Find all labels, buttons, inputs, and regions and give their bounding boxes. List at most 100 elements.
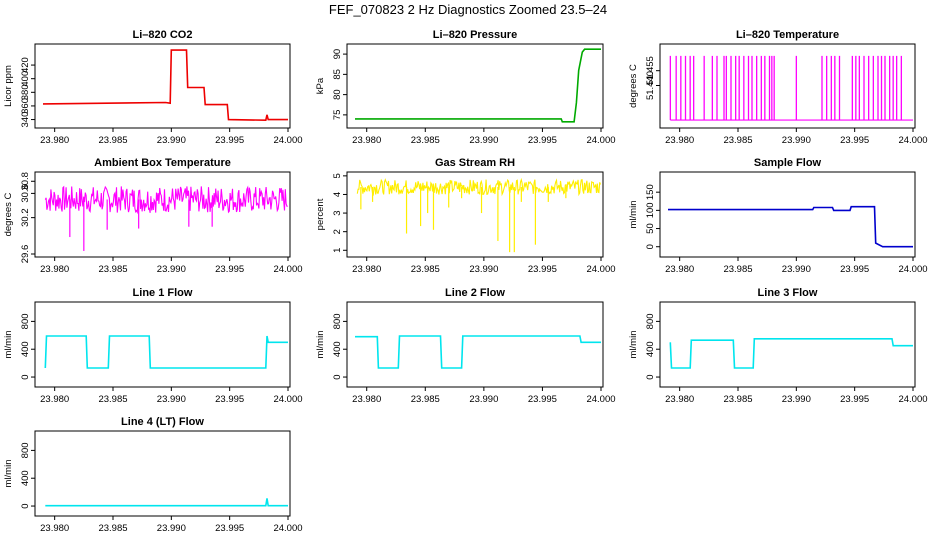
panel-3-xtick-label: 24.000 [898, 135, 927, 146]
panel-1-ytick-label: 380 [20, 84, 31, 100]
panel-5-ytick-label: 1 [332, 248, 343, 253]
panel-1-ytick-label: 400 [20, 71, 31, 87]
panel-10-ytick-label: 400 [20, 470, 31, 486]
panel-8-xtick-label: 23.990 [469, 394, 498, 405]
panel-4-frame [34, 171, 291, 258]
panel-5-xtick-label: 23.995 [528, 264, 557, 275]
panel-3-title: Li–820 Temperature [736, 29, 839, 41]
panel-4-xtick-label: 23.985 [98, 264, 127, 275]
panel-6-ytick-label: 150 [645, 184, 656, 200]
panel-4-xtick-label: 23.990 [157, 264, 186, 275]
figure-title: FEF_070823 2 Hz Diagnostics Zoomed 23.5–… [328, 2, 608, 17]
panel-5-ytick-label: 2 [332, 229, 343, 234]
panel-9-frame [659, 301, 916, 388]
panel-10-ytick-label: 800 [20, 442, 31, 458]
panel-4-xtick-label: 23.995 [215, 264, 244, 275]
panel-2-ytick-label: 85 [332, 69, 343, 80]
panel-9-xtick-label: 23.980 [665, 394, 694, 405]
panel-2-xtick-label: 24.000 [586, 135, 615, 146]
panel-4-ytick-label: 29.6 [20, 245, 31, 264]
panel-7-xtick-label: 23.985 [98, 394, 127, 405]
panel-3-xtick-label: 23.990 [782, 135, 811, 146]
panel-10-xtick-label: 24.000 [273, 523, 302, 534]
panel-9-series-line [669, 338, 913, 369]
panel-8-frame [346, 301, 604, 388]
panel-8-title: Line 2 Flow [445, 287, 505, 299]
panel-6-xtick-label: 24.000 [898, 264, 927, 275]
panel-6-title: Sample Flow [754, 157, 822, 169]
panel-1-ylabel: Licor ppm [3, 65, 14, 107]
panel-6-xtick-label: 23.995 [840, 264, 869, 275]
panel-1-xtick-label: 23.980 [40, 135, 69, 146]
panel-7-xtick-label: 23.990 [157, 394, 186, 405]
panel-4-title: Ambient Box Temperature [94, 157, 231, 169]
panel-6-xtick-label: 23.980 [665, 264, 694, 275]
panel-9-ylabel: ml/min [628, 331, 639, 359]
panel-2-xtick-label: 23.985 [411, 135, 440, 146]
panel-8-xtick-label: 23.985 [411, 394, 440, 405]
panel-9-xtick-label: 23.985 [723, 394, 752, 405]
panel-6-xtick-label: 23.985 [723, 264, 752, 275]
panel-10-xtick-label: 23.980 [40, 523, 69, 534]
panel-2-ytick-label: 80 [332, 89, 343, 100]
panel-3-ylabel: degrees C [628, 64, 639, 108]
panel-2-xtick-label: 23.990 [469, 135, 498, 146]
panel-5-xtick-label: 23.985 [411, 264, 440, 275]
panel-6-ylabel: ml/min [628, 201, 639, 229]
panel-8-xtick-label: 23.995 [528, 394, 557, 405]
panel-6-ytick-label: 50 [645, 223, 656, 234]
panel-8-series-line [355, 335, 601, 369]
panel-4-xtick-label: 23.980 [40, 264, 69, 275]
panel-9-ytick-label: 0 [645, 374, 656, 379]
panel-9-title: Line 3 Flow [758, 287, 818, 299]
panel-3-xtick-label: 23.995 [840, 135, 869, 146]
panel-1-ytick-label: 360 [20, 98, 31, 114]
panel-2-ytick-label: 90 [332, 49, 343, 60]
panel-4-xtick-label: 24.000 [273, 264, 302, 275]
panel-7-xtick-label: 23.995 [215, 394, 244, 405]
panel-2-title: Li–820 Pressure [433, 29, 517, 41]
panel-5-ytick-label: 3 [332, 210, 343, 215]
panel-9-xtick-label: 23.990 [782, 394, 811, 405]
panel-7-xtick-label: 23.980 [40, 394, 69, 405]
panel-1-title: Li–820 CO2 [133, 29, 193, 41]
panel-1-xtick-label: 23.985 [98, 135, 127, 146]
panel-2-xtick-label: 23.980 [352, 135, 381, 146]
panel-8-ytick-label: 800 [332, 313, 343, 329]
panel-6-series-line [668, 205, 913, 248]
panel-10-frame [34, 430, 291, 517]
panel-6-ytick-label: 100 [645, 202, 656, 218]
panel-7-ytick-label: 0 [20, 374, 31, 379]
panel-1-xtick-label: 23.990 [157, 135, 186, 146]
panel-10-xtick-label: 23.985 [98, 523, 127, 534]
panel-10-xtick-label: 23.990 [157, 523, 186, 534]
panel-1-ytick-label: 420 [20, 57, 31, 73]
panel-2-series-line [355, 48, 601, 123]
panel-2-ylabel: kPa [315, 77, 326, 94]
panel-7-ylabel: ml/min [3, 331, 14, 359]
panel-3-ytick-label: 51.440 [645, 71, 656, 100]
panel-7-ytick-label: 400 [20, 341, 31, 357]
panel-7-series-line [44, 335, 288, 369]
panel-8-ylabel: ml/min [315, 331, 326, 359]
panel-5-noise-band [356, 177, 602, 197]
panel-5-xtick-label: 23.980 [352, 264, 381, 275]
panel-8-xtick-label: 23.980 [352, 394, 381, 405]
panel-3-xtick-label: 23.985 [723, 135, 752, 146]
panel-3-ytick-label: 51.455 [645, 56, 656, 85]
panel-1-xtick-label: 23.995 [215, 135, 244, 146]
panel-4-ytick-label: 30.6 [20, 184, 31, 203]
panel-10-ylabel: ml/min [3, 460, 14, 488]
panel-6-ytick-label: 0 [645, 244, 656, 249]
panel-2-ytick-label: 75 [332, 110, 343, 121]
panel-8-ytick-label: 0 [332, 374, 343, 379]
panel-2-frame [346, 43, 604, 129]
panel-8-xtick-label: 24.000 [586, 394, 615, 405]
panel-7-frame [34, 301, 291, 388]
panel-8-ytick-label: 400 [332, 341, 343, 357]
panel-10-ytick-label: 0 [20, 503, 31, 508]
panel-10-series-line [45, 498, 288, 507]
panel-1-frame [34, 43, 291, 129]
panel-6-xtick-label: 23.990 [782, 264, 811, 275]
panel-5-title: Gas Stream RH [435, 157, 515, 169]
